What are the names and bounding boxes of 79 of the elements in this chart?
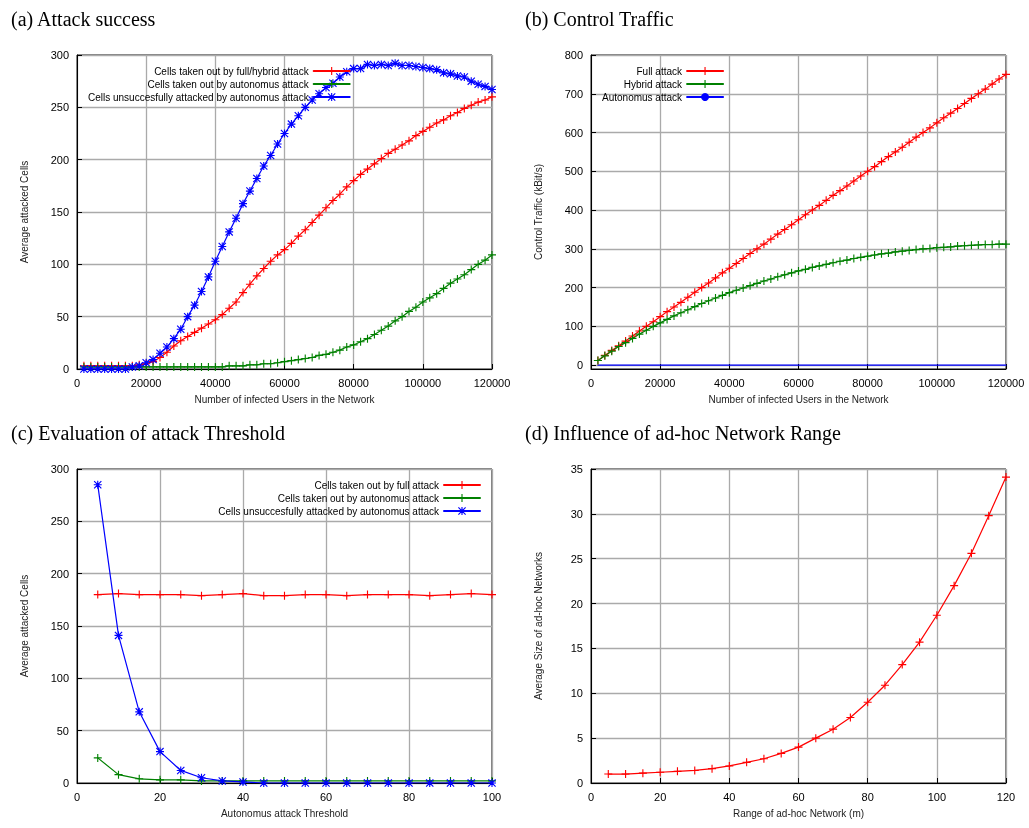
y-tick-label: 200 xyxy=(50,567,69,580)
y-tick-label: 0 xyxy=(62,777,69,789)
x-tick-label: 100 xyxy=(927,790,947,803)
y-tick-label: 250 xyxy=(50,515,69,528)
y-tick-label: 20 xyxy=(570,597,583,610)
x-tick-label: 60000 xyxy=(783,376,814,389)
x-tick-label: 20 xyxy=(654,790,667,803)
y-axis-title: Average attacked Cells xyxy=(18,574,30,678)
x-tick-label: 40000 xyxy=(200,376,231,389)
x-tick-label: 100000 xyxy=(918,376,956,389)
y-tick-label: 15 xyxy=(570,642,583,655)
chart-title: (b) Control Traffic xyxy=(525,8,674,31)
x-tick-label: 60000 xyxy=(269,376,300,389)
x-tick-label: 40 xyxy=(723,790,736,803)
y-tick-label: 30 xyxy=(570,507,583,520)
y-tick-label: 200 xyxy=(564,281,583,294)
y-tick-label: 0 xyxy=(576,777,583,789)
chart-title: (d) Influence of ad-hoc Network Range xyxy=(525,422,842,445)
x-tick-label: 60 xyxy=(792,790,805,803)
y-tick-label: 600 xyxy=(564,126,583,139)
y-tick-label: 50 xyxy=(56,724,69,737)
legend-label: Cells taken out by full attack xyxy=(314,479,440,491)
y-tick-label: 35 xyxy=(570,463,583,475)
x-tick-label: 100000 xyxy=(404,376,442,389)
x-tick-label: 20 xyxy=(153,790,167,803)
y-tick-label: 150 xyxy=(50,206,69,218)
y-tick-label: 300 xyxy=(50,49,69,61)
y-tick-label: 10 xyxy=(570,687,583,700)
y-tick-label: 100 xyxy=(50,258,69,271)
legend-label: Full attack xyxy=(636,65,684,77)
x-tick-label: 40 xyxy=(236,790,250,803)
x-tick-label: 80000 xyxy=(338,376,369,389)
y-tick-label: 25 xyxy=(570,552,583,565)
y-tick-label: 50 xyxy=(56,310,69,323)
y-tick-label: 800 xyxy=(564,49,583,61)
x-tick-label: 0 xyxy=(587,790,595,803)
y-tick-label: 300 xyxy=(50,463,69,475)
y-tick-label: 100 xyxy=(564,320,583,333)
y-tick-label: 400 xyxy=(564,204,583,217)
x-tick-label: 0 xyxy=(73,376,81,389)
x-axis-title: Autonomus attack Threshold xyxy=(220,807,349,819)
x-tick-label: 60 xyxy=(319,790,333,803)
x-axis-title: Range of ad-hoc Network (m) xyxy=(732,807,865,819)
x-tick-label: 120000 xyxy=(473,376,511,389)
y-tick-label: 300 xyxy=(564,242,583,255)
legend-label: Hybrid attack xyxy=(623,78,684,90)
y-tick-label: 100 xyxy=(50,672,69,685)
y-axis-title: Control Traffic (kBit/s) xyxy=(532,164,544,260)
y-tick-label: 0 xyxy=(62,363,69,375)
y-tick-label: 150 xyxy=(50,620,69,632)
legend-label: Autonomus attack xyxy=(602,91,684,103)
x-tick-label: 40000 xyxy=(714,376,745,389)
x-tick-label: 80 xyxy=(861,790,874,803)
x-tick-label: 0 xyxy=(587,376,595,389)
y-axis-title: Average attacked Cells xyxy=(18,160,30,264)
y-tick-label: 250 xyxy=(50,101,69,114)
x-axis-title: Number of infected Users in the Network xyxy=(194,393,376,405)
x-tick-label: 80000 xyxy=(852,376,883,389)
x-tick-label: 100 xyxy=(482,790,502,803)
legend-label: Cells taken out by autonomus attack xyxy=(277,492,440,504)
legend-label: Cells taken out by autonomus attack xyxy=(147,78,310,90)
legend-label: Cells unsuccesfully attacked by autonomus attack xyxy=(88,91,310,103)
chart-title: (c) Evaluation of attack Threshold xyxy=(11,422,285,445)
x-tick-label: 20000 xyxy=(130,376,162,389)
y-tick-label: 200 xyxy=(50,153,69,166)
x-tick-label: 20000 xyxy=(644,376,676,389)
legend-label: Cells taken out by full/hybrid attack xyxy=(154,65,310,77)
x-tick-label: 120 xyxy=(996,790,1016,803)
y-tick-label: 5 xyxy=(576,732,583,745)
x-tick-label: 120000 xyxy=(987,376,1025,389)
y-tick-label: 0 xyxy=(576,359,583,372)
x-axis-title: Number of infected Users in the Network xyxy=(708,393,890,405)
y-tick-label: 700 xyxy=(564,87,583,100)
legend-label: Cells unsuccesfully attacked by autonomus attack xyxy=(218,505,440,517)
chart-title: (a) Attack success xyxy=(11,8,156,31)
x-tick-label: 0 xyxy=(73,790,81,803)
y-axis-title: Average Size of ad-hoc Networks xyxy=(532,551,544,701)
y-tick-label: 500 xyxy=(564,165,583,178)
x-tick-label: 80 xyxy=(402,790,416,803)
